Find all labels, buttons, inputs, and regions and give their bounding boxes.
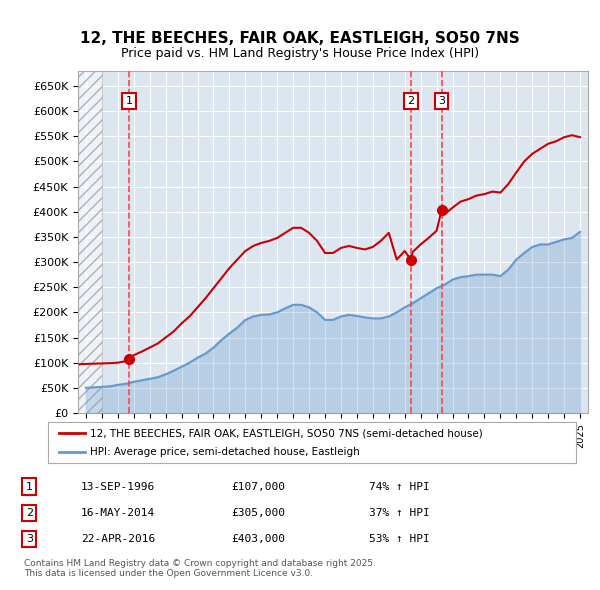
Text: 12, THE BEECHES, FAIR OAK, EASTLEIGH, SO50 7NS: 12, THE BEECHES, FAIR OAK, EASTLEIGH, SO… bbox=[80, 31, 520, 46]
Text: 53% ↑ HPI: 53% ↑ HPI bbox=[369, 534, 430, 544]
Text: 1: 1 bbox=[125, 96, 133, 106]
Text: £403,000: £403,000 bbox=[231, 534, 285, 544]
Text: Contains HM Land Registry data © Crown copyright and database right 2025.
This d: Contains HM Land Registry data © Crown c… bbox=[24, 559, 376, 578]
Text: 12, THE BEECHES, FAIR OAK, EASTLEIGH, SO50 7NS (semi-detached house): 12, THE BEECHES, FAIR OAK, EASTLEIGH, SO… bbox=[90, 428, 483, 438]
Text: HPI: Average price, semi-detached house, Eastleigh: HPI: Average price, semi-detached house,… bbox=[90, 447, 360, 457]
Text: 3: 3 bbox=[438, 96, 445, 106]
Text: 2: 2 bbox=[26, 508, 33, 518]
Bar bbox=[78, 71, 102, 413]
Text: 16-MAY-2014: 16-MAY-2014 bbox=[81, 508, 155, 518]
Text: 22-APR-2016: 22-APR-2016 bbox=[81, 534, 155, 544]
Text: £107,000: £107,000 bbox=[231, 481, 285, 491]
Text: 74% ↑ HPI: 74% ↑ HPI bbox=[369, 481, 430, 491]
Text: 37% ↑ HPI: 37% ↑ HPI bbox=[369, 508, 430, 518]
Text: £305,000: £305,000 bbox=[231, 508, 285, 518]
Text: 1: 1 bbox=[26, 481, 33, 491]
Text: 13-SEP-1996: 13-SEP-1996 bbox=[81, 481, 155, 491]
Bar bbox=[78, 71, 102, 413]
Text: 3: 3 bbox=[26, 534, 33, 544]
Text: 2: 2 bbox=[407, 96, 414, 106]
Text: Price paid vs. HM Land Registry's House Price Index (HPI): Price paid vs. HM Land Registry's House … bbox=[121, 47, 479, 60]
